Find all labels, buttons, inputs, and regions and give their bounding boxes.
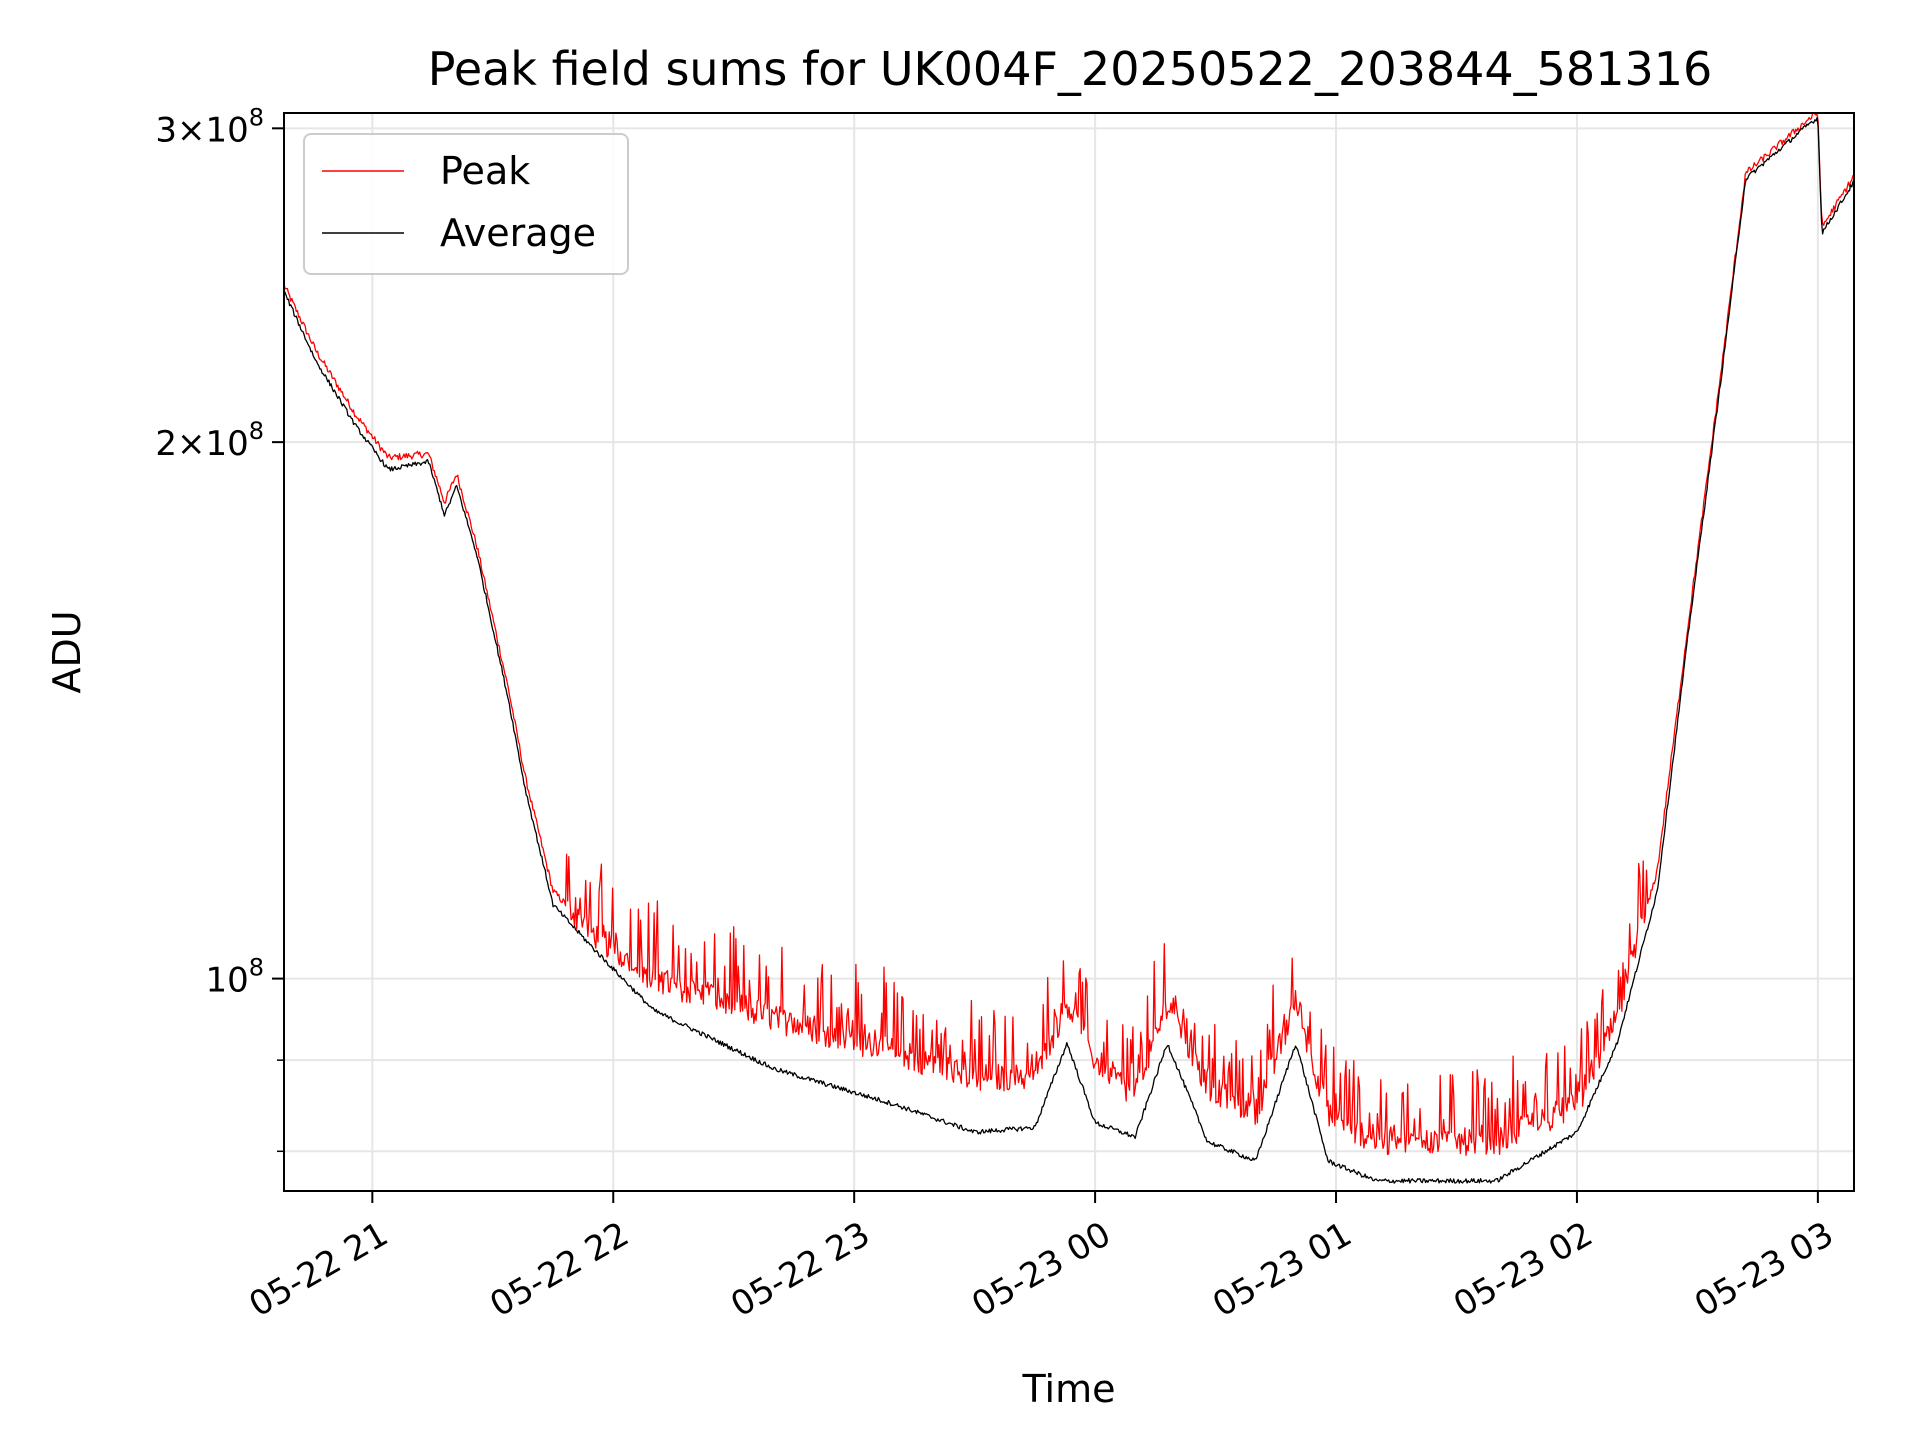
y-tick-label-base: 3×10	[155, 110, 248, 150]
y-tick-label: 3×108	[155, 103, 264, 150]
x-axis-label: Time	[1022, 1367, 1116, 1411]
grid	[284, 113, 1854, 1191]
y-tick-label-base: 10	[205, 961, 248, 1001]
series-line-peak	[283, 112, 1855, 1156]
y-tick-label: 108	[205, 954, 264, 1001]
legend-box	[303, 133, 629, 275]
series-layer	[283, 112, 1855, 1184]
chart-title: Peak field sums for UK004F_20250522_2038…	[428, 42, 1713, 96]
y-tick-label-exponent: 8	[249, 417, 264, 445]
y-axis-label: ADU	[45, 610, 89, 693]
legend-label-average: Average	[440, 211, 596, 255]
legend-label-peak: Peak	[440, 149, 530, 193]
y-tick-label-base: 2×10	[155, 424, 248, 464]
y-tick-label: 2×108	[155, 417, 264, 464]
y-tick-label-exponent: 8	[249, 954, 264, 982]
y-tick-label-exponent: 8	[249, 103, 264, 131]
plot-frame	[283, 112, 1855, 1192]
legend: Peak Average	[303, 133, 629, 275]
series-line-average	[283, 117, 1855, 1184]
